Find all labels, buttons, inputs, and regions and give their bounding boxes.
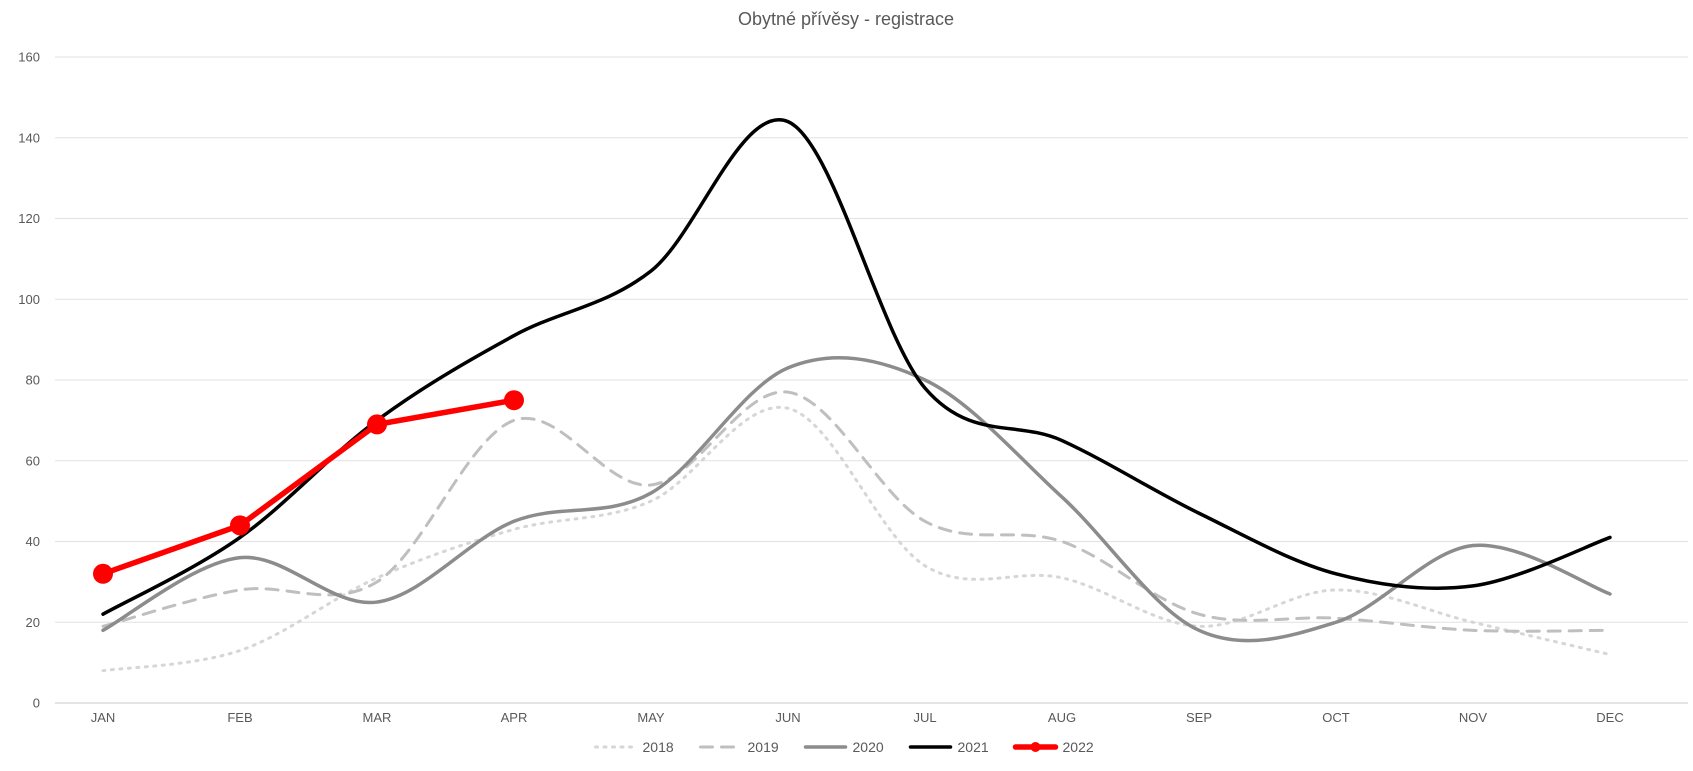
y-tick-label: 100	[18, 292, 40, 307]
series-marker-2022	[230, 515, 250, 536]
series-2022	[93, 390, 524, 584]
series-marker-2022	[367, 414, 387, 435]
legend-label-2020: 2020	[853, 739, 884, 755]
legend-item-2018: 2018	[594, 739, 674, 755]
legend-item-2019: 2019	[699, 739, 779, 755]
legend-label-2022: 2022	[1063, 739, 1094, 755]
series-marker-2022	[504, 390, 524, 411]
legend-item-2022: 2022	[1012, 739, 1094, 755]
series-line-2018	[101, 405, 1612, 673]
series-2020	[101, 356, 1612, 643]
series-line-2021	[101, 117, 1612, 616]
series-2019	[101, 390, 1612, 633]
y-tick-label: 120	[18, 211, 40, 226]
x-tick-label: MAY	[637, 710, 665, 725]
series-line-2019	[101, 390, 1612, 633]
legend-label-2019: 2019	[748, 739, 779, 755]
legend-marker-2022	[1030, 742, 1041, 752]
x-tick-label: DEC	[1596, 710, 1623, 725]
y-tick-label: 0	[33, 696, 40, 711]
series-line-2022	[100, 397, 517, 577]
x-axis-labels: JAN FEB MAR APR MAY JUN JUL AUG SEP OCT NOV DEC	[91, 710, 1624, 725]
x-tick-label: APR	[501, 710, 528, 725]
legend-label-2018: 2018	[643, 739, 674, 755]
y-tick-label: 140	[18, 130, 40, 145]
y-tick-label: 80	[26, 373, 40, 388]
series-2018	[101, 405, 1612, 673]
x-tick-label: AUG	[1048, 710, 1076, 725]
y-tick-label: 40	[26, 534, 40, 549]
series-lines	[93, 117, 1612, 673]
y-axis-labels: 0 20 40 60 80 100 120 140 160	[18, 50, 40, 711]
legend-item-2020: 2020	[803, 739, 884, 755]
x-tick-label: JUL	[913, 710, 936, 725]
legend-item-2021: 2021	[908, 739, 989, 755]
x-tick-label: NOV	[1459, 710, 1488, 725]
x-tick-label: OCT	[1322, 710, 1350, 725]
x-tick-label: JAN	[91, 710, 116, 725]
x-tick-label: FEB	[227, 710, 252, 725]
y-tick-label: 60	[26, 453, 40, 468]
series-marker-2022	[93, 563, 113, 584]
gridlines	[55, 56, 1688, 704]
chart-title: Obytné přívěsy - registrace	[738, 9, 954, 29]
x-tick-label: JUN	[775, 710, 800, 725]
legend-label-2021: 2021	[958, 739, 989, 755]
series-line-2020	[101, 356, 1612, 643]
x-tick-label: MAR	[363, 710, 392, 725]
x-tick-label: SEP	[1186, 710, 1212, 725]
series-2021	[101, 117, 1612, 616]
y-tick-label: 20	[26, 615, 40, 630]
y-tick-label: 160	[18, 50, 40, 65]
legend: 2018 2019 2020 2021 2022	[594, 739, 1094, 755]
